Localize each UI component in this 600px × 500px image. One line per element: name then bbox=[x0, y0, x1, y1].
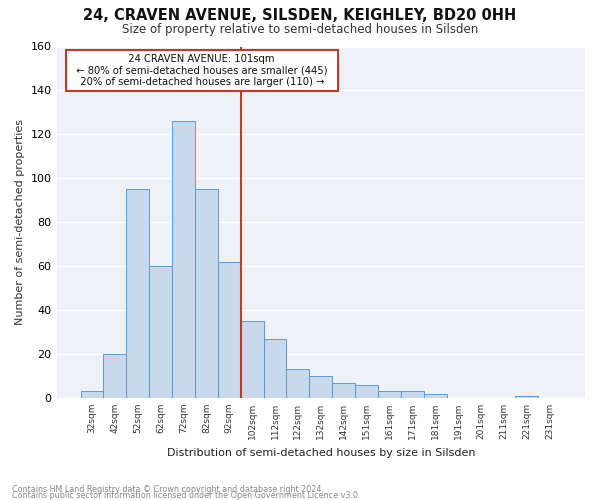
Text: Size of property relative to semi-detached houses in Silsden: Size of property relative to semi-detach… bbox=[122, 22, 478, 36]
Text: Contains HM Land Registry data © Crown copyright and database right 2024.: Contains HM Land Registry data © Crown c… bbox=[12, 484, 324, 494]
Bar bbox=[332, 382, 355, 398]
Bar bbox=[310, 376, 332, 398]
Bar bbox=[424, 394, 446, 398]
Y-axis label: Number of semi-detached properties: Number of semi-detached properties bbox=[15, 119, 25, 325]
Bar bbox=[355, 385, 378, 398]
Bar bbox=[241, 321, 263, 398]
Text: 24, CRAVEN AVENUE, SILSDEN, KEIGHLEY, BD20 0HH: 24, CRAVEN AVENUE, SILSDEN, KEIGHLEY, BD… bbox=[83, 8, 517, 22]
Bar bbox=[149, 266, 172, 398]
Bar bbox=[103, 354, 127, 398]
Bar bbox=[263, 338, 286, 398]
Bar bbox=[195, 190, 218, 398]
X-axis label: Distribution of semi-detached houses by size in Silsden: Distribution of semi-detached houses by … bbox=[167, 448, 475, 458]
Bar bbox=[378, 392, 401, 398]
Text: Contains public sector information licensed under the Open Government Licence v3: Contains public sector information licen… bbox=[12, 490, 361, 500]
Bar bbox=[218, 262, 241, 398]
Bar bbox=[515, 396, 538, 398]
Bar bbox=[286, 370, 310, 398]
Bar bbox=[80, 392, 103, 398]
Bar bbox=[401, 392, 424, 398]
Text: 24 CRAVEN AVENUE: 101sqm  
  ← 80% of semi-detached houses are smaller (445)  
 : 24 CRAVEN AVENUE: 101sqm ← 80% of semi-d… bbox=[70, 54, 334, 86]
Bar bbox=[127, 190, 149, 398]
Bar bbox=[172, 121, 195, 398]
